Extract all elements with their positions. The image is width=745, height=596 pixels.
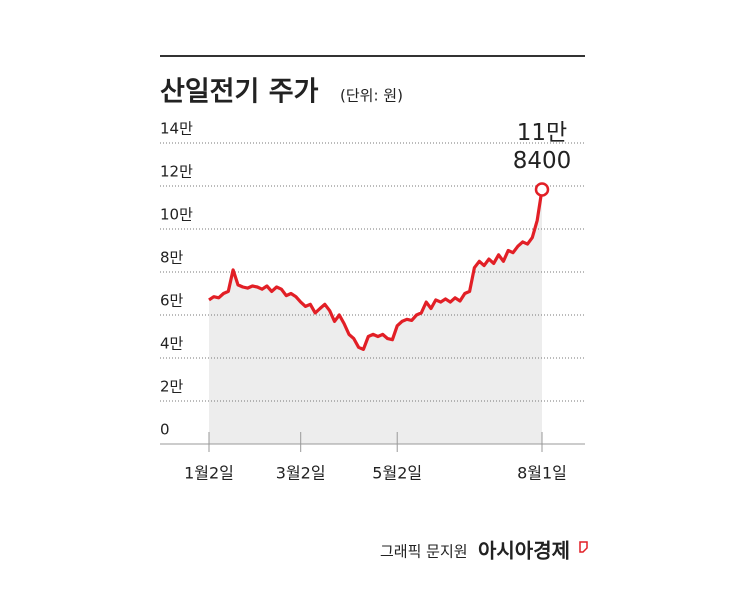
end-label: 11만	[517, 120, 567, 146]
y-tick-label: 14만	[160, 120, 193, 138]
x-tick-label: 8월1일	[517, 464, 567, 483]
x-tick-label: 3월2일	[276, 464, 326, 483]
area	[209, 189, 542, 444]
y-tick-label: 2만	[160, 378, 184, 396]
y-tick-label: 0	[160, 421, 170, 439]
x-tick-label: 1월2일	[184, 464, 234, 483]
y-tick-label: 10만	[160, 206, 193, 224]
end-point	[534, 182, 550, 197]
y-tick-label: 12만	[160, 163, 193, 181]
end-label: 8400	[513, 148, 572, 174]
chart-subtitle: (단위: 원)	[340, 87, 403, 105]
y-tick-label: 4만	[160, 335, 184, 353]
credit: 그래픽 문지원	[380, 543, 468, 561]
line	[208, 189, 544, 351]
chart-title: 산일전기 주가	[160, 77, 319, 108]
x-tick-label: 5월2일	[372, 464, 422, 483]
y-tick-label: 8만	[160, 249, 184, 267]
logo-mark	[579, 541, 588, 553]
y-tick-label: 6만	[160, 292, 184, 310]
source: 아시아경제	[478, 539, 570, 563]
